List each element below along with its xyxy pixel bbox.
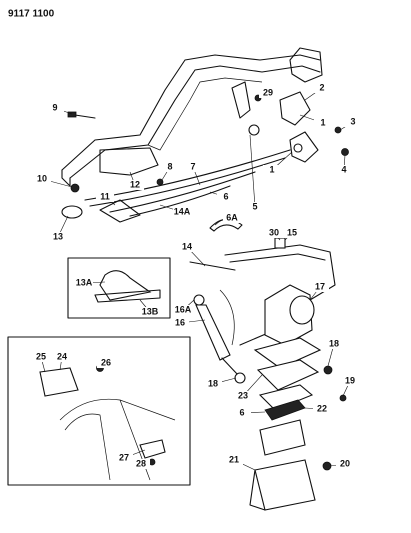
inset-box [67,257,171,319]
callout-label: 15 [287,227,297,237]
label-background [335,165,353,175]
callout-label: 6 [223,191,228,201]
label-background [174,305,192,315]
label-background [75,278,93,288]
callout-label: 19 [345,375,355,385]
label-background [115,453,133,463]
label-background [246,202,264,212]
callout-label: 22 [317,403,327,413]
label-background [161,162,179,172]
label-background [265,228,283,238]
leaf-spring [61,149,291,232]
bumper-mount [249,284,347,511]
label-background [46,103,64,113]
callout-label: 28 [136,458,146,468]
label-background [141,307,159,317]
label-background [97,358,115,368]
callout-label: 2 [319,82,324,92]
callout-label: 18 [208,378,218,388]
label-background [314,118,332,128]
callout-label: 4 [341,164,346,174]
label-background [263,165,281,175]
label-background [283,228,301,238]
callout-label: 10 [37,173,47,183]
callout-label: 9 [52,102,57,112]
label-background [344,117,362,127]
label-background [325,339,343,349]
callout-label: 29 [263,87,273,97]
callout-label: 27 [119,452,129,462]
label-background [223,213,241,223]
label-background [184,162,202,172]
callout-label: 14A [174,206,191,216]
label-background [49,232,67,242]
callout-label: 13 [53,231,63,241]
callout-label: 11 [100,191,110,201]
frame-rail [61,47,323,187]
label-background [313,404,331,414]
label-background [311,282,329,292]
label-background [173,207,191,217]
callout-label: 7 [190,161,195,171]
callout-label: 18 [329,338,339,348]
callout-label: 3 [350,116,355,126]
callout-label: 14 [182,241,192,251]
callout-label: 30 [269,227,279,237]
callout-label: 6A [226,212,238,222]
callout-label: 12 [130,179,140,189]
label-background [225,455,243,465]
label-background [336,459,354,469]
callout-label: 16A [175,304,192,314]
label-background [204,379,222,389]
callout-label: 6 [239,407,244,417]
callout-label: 26 [101,357,111,367]
callout-label: 25 [36,351,46,361]
label-background [341,376,359,386]
callout-label: 13A [76,277,93,287]
callout-label: 24 [57,351,67,361]
label-background [132,459,150,469]
callout-label: 1 [269,164,274,174]
callout-label: 17 [315,281,325,291]
callout-label: 21 [229,454,239,464]
callout-label: 8 [167,161,172,171]
callout-label: 16 [175,317,185,327]
label-background [126,180,144,190]
label-background [171,318,189,328]
callout-label: 23 [238,390,248,400]
leader-line [249,134,256,208]
label-background [32,352,50,362]
label-background [53,352,71,362]
front-hanger [67,111,164,193]
label-background [178,242,196,252]
shock-absorber [193,294,246,384]
label-background [234,391,252,401]
diagram-number: 9117 1100 [8,9,55,20]
callout-label: 20 [340,458,350,468]
callout-label: 1 [320,117,325,127]
label-background [33,174,51,184]
label-background [217,192,235,202]
label-background [259,88,277,98]
label-background [313,83,331,93]
label-background [233,408,251,418]
label-background [96,192,114,202]
callout-label: 5 [252,201,257,211]
callout-label: 13B [142,306,159,316]
